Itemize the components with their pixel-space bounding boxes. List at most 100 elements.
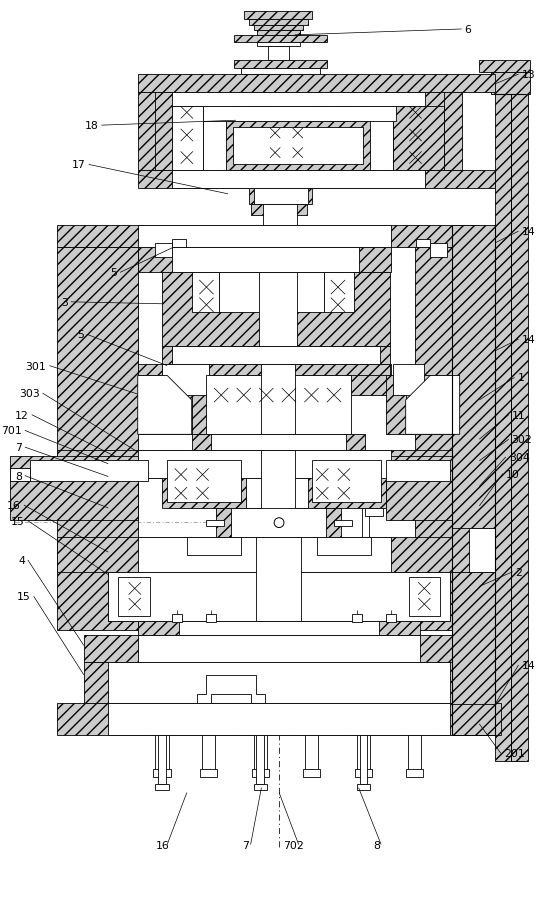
Text: 18: 18 xyxy=(85,121,99,131)
Bar xyxy=(256,735,264,784)
Bar xyxy=(366,508,383,517)
Bar xyxy=(255,538,301,621)
Bar xyxy=(162,364,390,376)
Bar xyxy=(427,93,461,171)
Bar xyxy=(491,73,530,95)
Bar xyxy=(241,70,320,75)
Bar xyxy=(233,128,363,165)
Bar xyxy=(138,376,192,435)
Bar xyxy=(249,189,312,204)
Text: 304: 304 xyxy=(509,452,529,462)
Bar xyxy=(269,47,289,61)
Bar xyxy=(511,95,528,761)
Bar xyxy=(187,538,241,555)
Bar xyxy=(307,454,386,508)
Bar xyxy=(138,93,172,171)
Bar xyxy=(470,528,495,573)
Bar xyxy=(386,376,460,435)
Bar xyxy=(406,769,424,777)
Polygon shape xyxy=(172,107,203,171)
Bar xyxy=(57,538,480,573)
Bar xyxy=(138,171,495,189)
Text: 302: 302 xyxy=(512,434,533,445)
Bar xyxy=(452,573,495,704)
Bar xyxy=(305,735,318,772)
Bar xyxy=(138,451,391,478)
Bar xyxy=(109,573,450,621)
Text: 16: 16 xyxy=(7,500,21,510)
Bar xyxy=(254,735,267,772)
Bar xyxy=(207,520,224,526)
Bar xyxy=(207,376,351,435)
Polygon shape xyxy=(406,376,460,435)
Bar xyxy=(406,376,460,435)
Bar xyxy=(207,614,216,622)
Text: 16: 16 xyxy=(156,840,169,850)
Polygon shape xyxy=(197,675,265,703)
Bar xyxy=(495,95,524,761)
Bar xyxy=(261,364,295,435)
Text: 14: 14 xyxy=(522,227,535,237)
Bar xyxy=(234,36,327,42)
Bar xyxy=(172,171,425,189)
Bar xyxy=(156,93,203,171)
Bar xyxy=(250,204,306,216)
Bar xyxy=(138,635,420,662)
Bar xyxy=(259,273,296,347)
Bar xyxy=(162,347,390,364)
Bar xyxy=(57,703,501,735)
Bar xyxy=(138,226,391,247)
Bar xyxy=(393,107,444,171)
Bar xyxy=(172,107,203,171)
Bar xyxy=(408,735,421,772)
Bar xyxy=(249,20,307,26)
Bar xyxy=(57,226,480,247)
Bar xyxy=(386,456,480,520)
Bar xyxy=(138,376,216,435)
Bar xyxy=(172,239,186,247)
Text: 5: 5 xyxy=(77,330,84,340)
Bar xyxy=(226,122,370,171)
Bar xyxy=(317,538,372,555)
Bar xyxy=(138,538,391,573)
Bar xyxy=(334,520,352,526)
Bar xyxy=(10,468,30,482)
Bar xyxy=(216,508,341,538)
Bar xyxy=(254,189,307,204)
Text: 7: 7 xyxy=(15,442,22,452)
Bar xyxy=(386,614,396,622)
Bar xyxy=(138,75,495,93)
Bar xyxy=(179,621,379,635)
Bar xyxy=(212,435,346,451)
Text: 701: 701 xyxy=(1,426,22,436)
Bar xyxy=(231,95,367,122)
Bar xyxy=(261,451,295,519)
Text: 12: 12 xyxy=(15,410,29,420)
Bar xyxy=(258,31,300,36)
Text: 14: 14 xyxy=(522,660,535,670)
Bar xyxy=(202,735,215,772)
Bar xyxy=(203,107,396,122)
Bar xyxy=(355,769,372,777)
Bar xyxy=(172,93,425,107)
Polygon shape xyxy=(118,577,150,616)
Text: 14: 14 xyxy=(522,335,535,345)
Bar xyxy=(153,769,171,777)
Bar xyxy=(138,247,391,273)
Bar xyxy=(357,735,370,772)
Bar xyxy=(244,13,312,20)
Bar xyxy=(156,244,172,257)
Bar xyxy=(234,61,327,70)
Bar xyxy=(393,364,424,396)
Bar xyxy=(109,662,450,703)
Bar xyxy=(359,735,367,784)
Text: 301: 301 xyxy=(26,361,47,371)
Text: 303: 303 xyxy=(19,388,39,398)
Bar xyxy=(252,769,269,777)
Bar xyxy=(386,461,450,482)
Polygon shape xyxy=(324,273,353,312)
Text: 5: 5 xyxy=(110,268,117,278)
Text: 10: 10 xyxy=(506,469,520,479)
Text: 8: 8 xyxy=(15,471,22,481)
Bar xyxy=(57,451,480,478)
